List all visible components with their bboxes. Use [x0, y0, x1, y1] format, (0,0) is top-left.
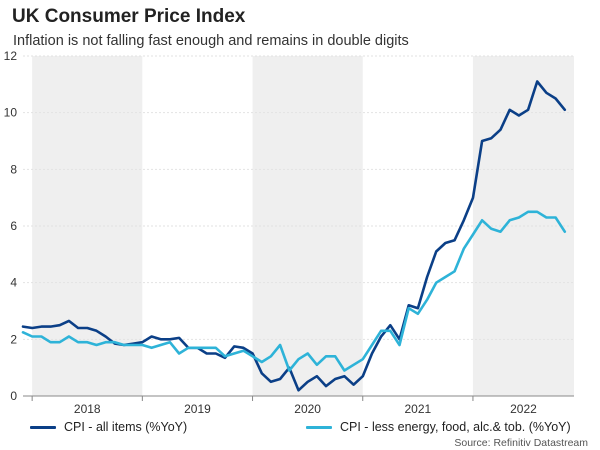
- legend-label-cpi-all: CPI - all items (%YoY): [64, 420, 188, 434]
- x-tick-label-2018: 2018: [74, 402, 101, 416]
- x-tick-label-2022: 2022: [510, 402, 537, 416]
- x-tick-label-2020: 2020: [294, 402, 321, 416]
- legend-swatch-cpi-all: [30, 425, 56, 429]
- y-tick-label-6: 6: [10, 219, 17, 233]
- legend-label-cpi-core: CPI - less energy, food, alc.& tob. (%Yo…: [340, 420, 571, 434]
- series-line-1: [21, 210, 567, 372]
- chart-title: UK Consumer Price Index: [12, 6, 246, 27]
- legend-swatch-cpi-core: [306, 425, 332, 429]
- y-tick-label-8: 8: [10, 162, 17, 176]
- legend-item-cpi-all: CPI - all items (%YoY): [30, 420, 187, 434]
- y-tick-label-10: 10: [4, 106, 18, 120]
- source-note: Source: Refinitiv Datastream: [454, 437, 588, 449]
- x-tick-label-2019: 2019: [184, 402, 211, 416]
- y-tick-label-12: 12: [4, 49, 18, 63]
- y-tick-label-2: 2: [10, 332, 17, 346]
- y-tick-label-0: 0: [10, 389, 17, 403]
- y-tick-label-4: 4: [10, 276, 17, 290]
- legend-item-cpi-core: CPI - less energy, food, alc.& tob. (%Yo…: [306, 420, 571, 434]
- chart-subtitle: Inflation is not falling fast enough and…: [13, 33, 409, 49]
- x-tick-label-2021: 2021: [404, 402, 431, 416]
